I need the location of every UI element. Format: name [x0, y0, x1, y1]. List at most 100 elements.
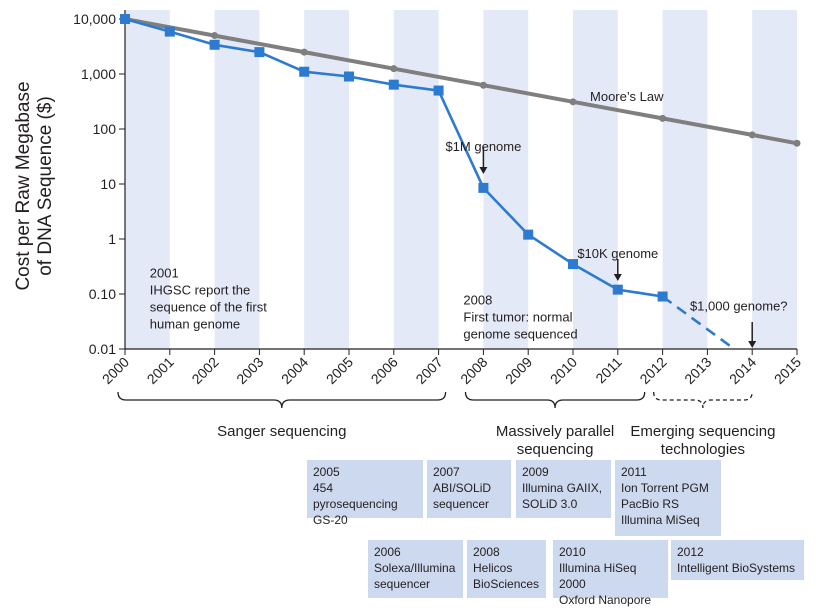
sequencing-cost-point	[433, 85, 444, 96]
tech-box-2006: 2006 Solexa/Illumina sequencer	[368, 540, 463, 598]
annotation-text: First tumor: normal	[463, 309, 572, 324]
sequencing-cost-point	[344, 71, 354, 82]
tech-box-line: Intelligent BioSystems	[677, 561, 796, 575]
moores-law-point	[479, 81, 487, 89]
band-2002	[214, 10, 260, 349]
tech-box-line: Illumina GAIIX,	[522, 481, 603, 495]
sequencing-cost-point	[568, 259, 578, 270]
data-series	[120, 14, 801, 351]
era-label: Massively parallel	[496, 423, 614, 440]
tech-box-2009: 2009 Illumina GAIIX, SOLiD 3.0	[516, 460, 611, 518]
annotation-text: $1,000 genome?	[690, 299, 788, 314]
tech-box-line: Illumina MiSeq	[621, 513, 700, 527]
band-2006	[393, 10, 439, 349]
annotation-text: sequence of the first	[150, 299, 267, 314]
x-tick-label: 2010	[547, 354, 580, 387]
era-label: sequencing	[517, 441, 594, 458]
series-line-2	[661, 295, 736, 351]
annotation-text: human genome	[150, 316, 240, 331]
tech-box-line: Oxford Nanopore	[559, 593, 652, 607]
arrow-head	[613, 274, 622, 281]
annotations: 2001 IHGSC report the sequence of the firs…	[150, 89, 788, 348]
arrow-head	[479, 167, 488, 174]
tech-box-year: 2010	[559, 545, 586, 559]
band-2008	[483, 10, 529, 349]
era-bracket	[464, 391, 646, 409]
tech-box-2008: 2008 Helicos BioSciences	[467, 540, 546, 598]
x-tick-label: 2000	[99, 354, 132, 387]
x-tick-label: 2007	[412, 354, 445, 387]
era-label: Emerging sequencing	[630, 423, 775, 440]
tech-box-line: SOLiD 3.0	[522, 497, 578, 511]
annotation-text: genome sequenced	[463, 326, 577, 341]
tech-box-line: 454 pyrosequencing	[313, 481, 398, 511]
sequencing-cost-point	[478, 182, 489, 193]
x-tick-label: 2005	[323, 354, 356, 387]
band-2004	[304, 10, 349, 349]
annotation-text: 2008	[463, 292, 492, 307]
tech-box-line: sequencer	[433, 497, 490, 511]
sequencing-cost-point	[164, 26, 175, 37]
tech-box-line: ABI/SOLiD	[433, 481, 492, 495]
y-tick-label: 0.01	[89, 341, 116, 357]
moores-law-point	[211, 32, 219, 40]
tech-box-year: 2007	[433, 465, 460, 479]
band-2012	[662, 10, 708, 349]
y-tick-label: 10	[100, 176, 116, 192]
era-bracket	[117, 391, 447, 409]
background-bands	[125, 10, 797, 349]
x-tick-label: 2003	[233, 354, 266, 387]
tech-box-year: 2009	[522, 465, 549, 479]
y-tick-label: 10,000	[73, 11, 116, 27]
y-axis-label-line-2: of DNA Sequence ($)	[35, 96, 56, 276]
x-tick-label: 2015	[771, 354, 804, 387]
tech-box-line: sequencer	[374, 577, 431, 591]
x-tick-label: 2004	[278, 354, 311, 387]
x-tick-label: 2001	[144, 354, 177, 387]
era-label: Sanger sequencing	[217, 423, 346, 440]
tech-box-line: Helicos	[473, 561, 513, 575]
sequencing-cost-point	[523, 229, 534, 240]
y-tick-label: 100	[93, 121, 117, 137]
annotation-text: 2001	[150, 265, 179, 280]
x-tick-label: 2013	[681, 354, 714, 387]
tech-box-2005: 2005 454 pyrosequencing GS-20	[307, 460, 423, 527]
tech-box-line: Ion Torrent PGM	[621, 481, 709, 495]
tech-box-2010: 2010 Illumina HiSeq 2000 Oxford Nanopore	[553, 540, 668, 607]
x-tick-label: 2014	[726, 354, 759, 387]
tech-box-line: GS-20	[313, 513, 348, 527]
band-2014	[752, 10, 797, 349]
tech-box-line: BioSciences	[473, 577, 540, 591]
x-tick-label: 2009	[502, 354, 535, 387]
sequencing-cost-point	[254, 47, 265, 58]
annotation-text: Moore’s Law	[590, 89, 664, 104]
era-label: technologies	[661, 441, 745, 458]
y-tick-label: 1	[108, 231, 116, 247]
moores-law-point	[659, 114, 667, 122]
x-tick-label: 2012	[636, 354, 669, 387]
tech-box-year: 2006	[374, 545, 401, 559]
moores-law-point	[300, 48, 308, 56]
annotation-text: IHGSC report the	[150, 282, 250, 297]
sequencing-cost-point	[612, 284, 623, 295]
annotation-text: $10K genome	[577, 246, 658, 261]
era-bracket	[652, 391, 753, 409]
sequencing-cost-point	[209, 39, 220, 50]
x-tick-label: 2011	[592, 354, 625, 387]
x-tick-label: 2002	[188, 354, 221, 387]
x-tick-label: 2008	[457, 354, 490, 387]
tech-box-year: 2005	[313, 465, 340, 479]
tech-box-2011: 2011 Ion Torrent PGM PacBio RS Illumina MiS…	[615, 460, 721, 536]
moores-law-point	[793, 139, 801, 147]
tech-box-2012: 2012 Intelligent BioSystems	[671, 540, 804, 580]
tech-box-year: 2011	[621, 465, 647, 479]
moores-law-point	[569, 98, 577, 106]
annotation-text: $1M genome	[445, 139, 521, 154]
moores-law-point	[748, 131, 756, 139]
tech-box-line: Solexa/Illumina	[374, 561, 456, 575]
tech-box-year: 2012	[677, 545, 704, 559]
x-tick-label: 2006	[368, 354, 401, 387]
tech-box-line: Illumina HiSeq 2000	[559, 561, 637, 591]
sequencing-cost-point	[299, 66, 310, 77]
